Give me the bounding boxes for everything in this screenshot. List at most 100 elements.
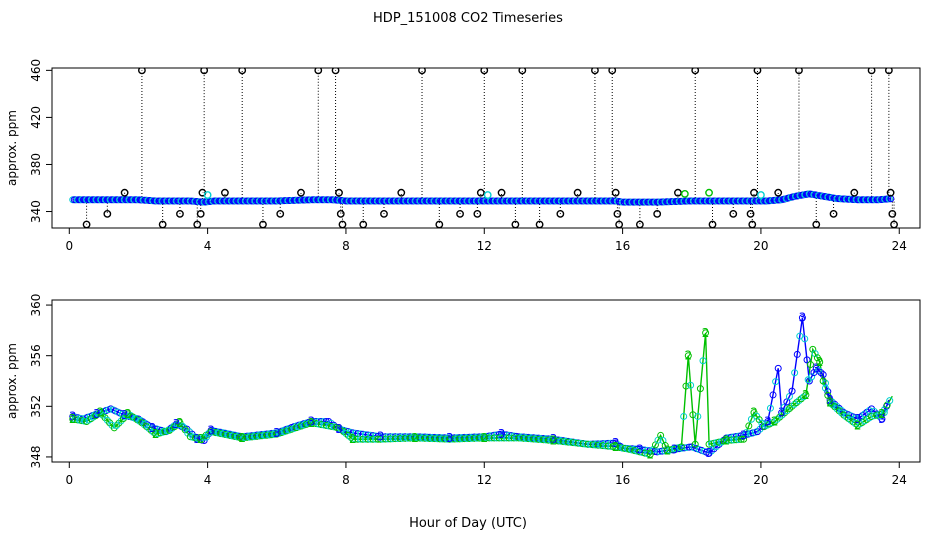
bottom-series-point-2 [631,447,639,455]
top-y-axis-label: approx. ppm [5,110,19,186]
top-outlier-point [795,68,803,75]
bottom-series-point-2 [461,435,469,443]
top-outlier-point [556,209,565,218]
top-outlier-point [746,209,755,218]
bottom-series-point-3 [685,443,693,451]
bottom-series-point-2 [253,432,261,440]
bottom-series-point-2 [816,358,824,366]
top-outlier-point [829,209,838,218]
bottom-series-point-2 [684,352,692,360]
bottom-series-point-2 [549,436,557,444]
bottom-series-point-2 [438,435,446,443]
bottom-series-point-2 [547,436,555,444]
bottom-series-point-3 [801,335,809,343]
bottom-series-point-2 [325,422,333,430]
bottom-series-point-2 [582,440,590,448]
bottom-series-point-2 [411,434,419,442]
bottom-series-label-2: 2 [480,431,488,445]
bottom-series-point-2 [870,412,878,420]
bottom-series-point-2 [381,435,389,443]
bottom-series-point-2 [110,424,118,432]
top-x-tick-label: 8 [342,239,350,253]
bottom-series-point-2 [740,435,748,443]
bottom-series-point-2 [409,434,417,442]
bottom-series-point-3 [793,350,801,358]
bottom-series-point-2 [478,434,486,442]
bottom-series-point-2 [463,435,471,443]
bottom-series-point-2 [263,431,271,439]
top-green-flag-point [680,189,689,198]
bottom-series-label-3: 3 [69,409,77,423]
bottom-series-point-2 [322,422,330,430]
bottom-series-point-2 [419,434,427,442]
bottom-series-label-2: 2 [69,412,77,426]
bottom-series-point-2 [727,436,735,444]
top-outlier-point [888,209,897,218]
bottom-series-label-3: 3 [335,422,343,436]
bottom-series-point-2 [788,402,796,410]
bottom-series-point-2 [361,435,369,443]
bottom-series-point-2 [394,435,402,443]
top-outlier-point [456,209,464,218]
bottom-series-point-3 [815,366,823,374]
bottom-series-point-2 [589,441,597,449]
bottom-series-point-2 [258,432,266,440]
bottom-series-point-3 [791,369,799,377]
bottom-x-tick-label: 0 [65,473,73,487]
bottom-series-point-2 [140,421,148,429]
bottom-series-point-2 [495,434,503,442]
bottom-series-point-2 [401,434,409,442]
bottom-series-point-2 [488,434,496,442]
bottom-series-point-2 [572,439,580,447]
bottom-series-point-2 [510,434,518,442]
bottom-series-point-2 [505,434,513,442]
bottom-series-point-2 [421,434,429,442]
bottom-series-label-2: 2 [646,447,654,461]
bottom-series-point-2 [722,436,730,444]
bottom-series-label-3: 3 [550,432,558,446]
bottom-series-point-2 [451,435,459,443]
bottom-series-point-2 [255,432,263,440]
bottom-series-point-2 [431,435,439,443]
bottom-series-label-2: 2 [702,326,710,340]
bottom-series-point-2 [436,435,444,443]
bottom-series-label-3: 3 [612,436,620,450]
bottom-series-point-2 [737,435,745,443]
top-outlier-point [750,188,758,197]
bottom-series-point-2 [592,441,600,449]
bottom-series-point-2 [682,382,690,390]
top-outlier-point [103,209,112,218]
bottom-series-point-2 [604,442,612,450]
bottom-series-point-2 [356,435,364,443]
bottom-series-point-2 [824,391,832,399]
bottom-series-point-2 [702,329,710,337]
bottom-series-point-2 [567,438,575,446]
bottom-series-point-2 [310,419,318,427]
bottom-series-point-3 [680,444,688,452]
bottom-series-point-2 [517,434,525,442]
top-outlier-point [196,209,205,218]
bottom-series-point-2 [138,419,146,427]
bottom-series-label-3: 3 [193,432,201,446]
bottom-series-point-2 [597,441,605,449]
bottom-series-point-2 [194,435,202,443]
bottom-series-point-3 [766,404,774,412]
bottom-series-point-2 [821,384,829,392]
bottom-series-point-2 [241,434,249,442]
bottom-series-point-2 [248,433,256,441]
bottom-series-point-2 [354,435,362,443]
bottom-series-point-2 [515,434,523,442]
bottom-series-point-2 [337,426,345,434]
bottom-series-point-2 [443,435,451,443]
bottom-series-label-2: 2 [176,416,184,430]
bottom-series-point-2 [599,442,607,450]
top-y-tick-label: 340 [29,200,43,223]
top-cyan-flag-point [203,191,212,199]
bottom-series-point-2 [399,434,407,442]
bottom-series-point-2 [745,422,753,430]
bottom-series-point-2 [735,436,743,444]
bottom-series-point-2 [644,450,652,458]
bottom-series-point-2 [838,409,846,417]
top-outlier-point [497,188,506,197]
